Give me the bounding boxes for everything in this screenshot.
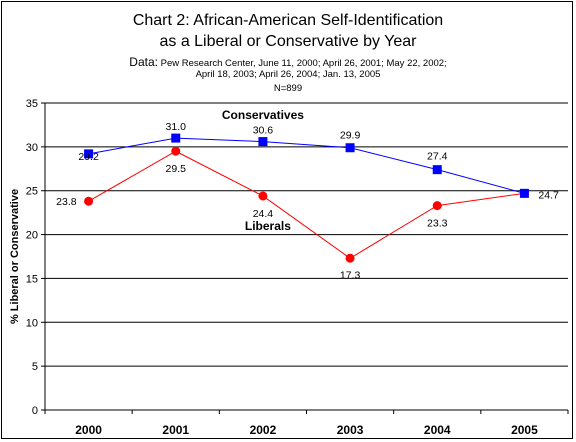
conservatives-marker — [258, 137, 268, 147]
conservatives-marker — [345, 143, 355, 153]
liberals-data-label: 24.4 — [253, 208, 274, 220]
conservatives-data-label: 31.0 — [166, 121, 187, 133]
conservatives-marker — [171, 133, 181, 143]
liberals-marker — [84, 196, 94, 206]
series-line-liberals — [88, 150, 525, 259]
y-tick-label: 20 — [26, 230, 38, 242]
liberals-data-label: 23.8 — [56, 196, 77, 208]
x-tick-label: 2000 — [75, 423, 102, 437]
series-line-conservatives — [88, 137, 525, 194]
y-tick-label: 25 — [26, 186, 38, 198]
conservatives-data-label: 30.6 — [253, 125, 274, 137]
conservatives-marker — [432, 165, 442, 175]
y-tick-label: 10 — [26, 317, 38, 329]
conservatives-data-label: 29.9 — [340, 130, 361, 142]
x-tick-label: 2003 — [337, 423, 364, 437]
x-tick-label: 2002 — [250, 423, 277, 437]
y-tick-label: 0 — [32, 405, 38, 417]
liberals-marker — [345, 253, 355, 263]
source-text: Pew Research Center, June 11, 2000; Apri… — [157, 58, 447, 69]
liberals-marker — [171, 146, 181, 156]
liberals-data-label: 17.3 — [340, 269, 361, 281]
chart-source-line1: Data: Pew Research Center, June 11, 2000… — [0, 55, 576, 69]
x-tick-label: 2005 — [511, 423, 538, 437]
liberals-data-label: 23.3 — [427, 218, 448, 230]
y-tick-label: 15 — [26, 273, 38, 285]
chart-title: Chart 2: African-American Self-Identific… — [132, 12, 444, 29]
y-tick-label: 35 — [26, 98, 38, 110]
liberals-data-label: 29.5 — [166, 163, 187, 175]
liberals-series-label: Liberals — [245, 219, 291, 233]
y-axis-title: % Liberal or Conservative — [9, 189, 21, 324]
conservatives-marker — [84, 149, 94, 159]
conservatives-data-label: 29.2 — [78, 151, 99, 163]
chart-source-line2: April 18, 2003; April 26, 2004; Jan. 13,… — [195, 69, 381, 80]
y-tick-label: 30 — [26, 142, 38, 154]
x-tick-label: 2004 — [424, 423, 451, 437]
liberals-marker — [432, 201, 442, 211]
chart-sample-size: N=899 — [273, 83, 303, 94]
liberals-marker — [258, 191, 268, 201]
conservatives-data-label: 27.4 — [427, 151, 448, 163]
conservatives-series-label: Conservatives — [222, 108, 304, 122]
chart-title-line2: as a Liberal or Conservative by Year — [159, 33, 417, 50]
source-prefix: Data: — [129, 55, 158, 69]
y-tick-label: 5 — [32, 361, 38, 373]
x-tick-label: 2001 — [162, 423, 189, 437]
liberals-data-label: 24.7 — [538, 189, 559, 201]
conservatives-marker — [519, 188, 529, 198]
